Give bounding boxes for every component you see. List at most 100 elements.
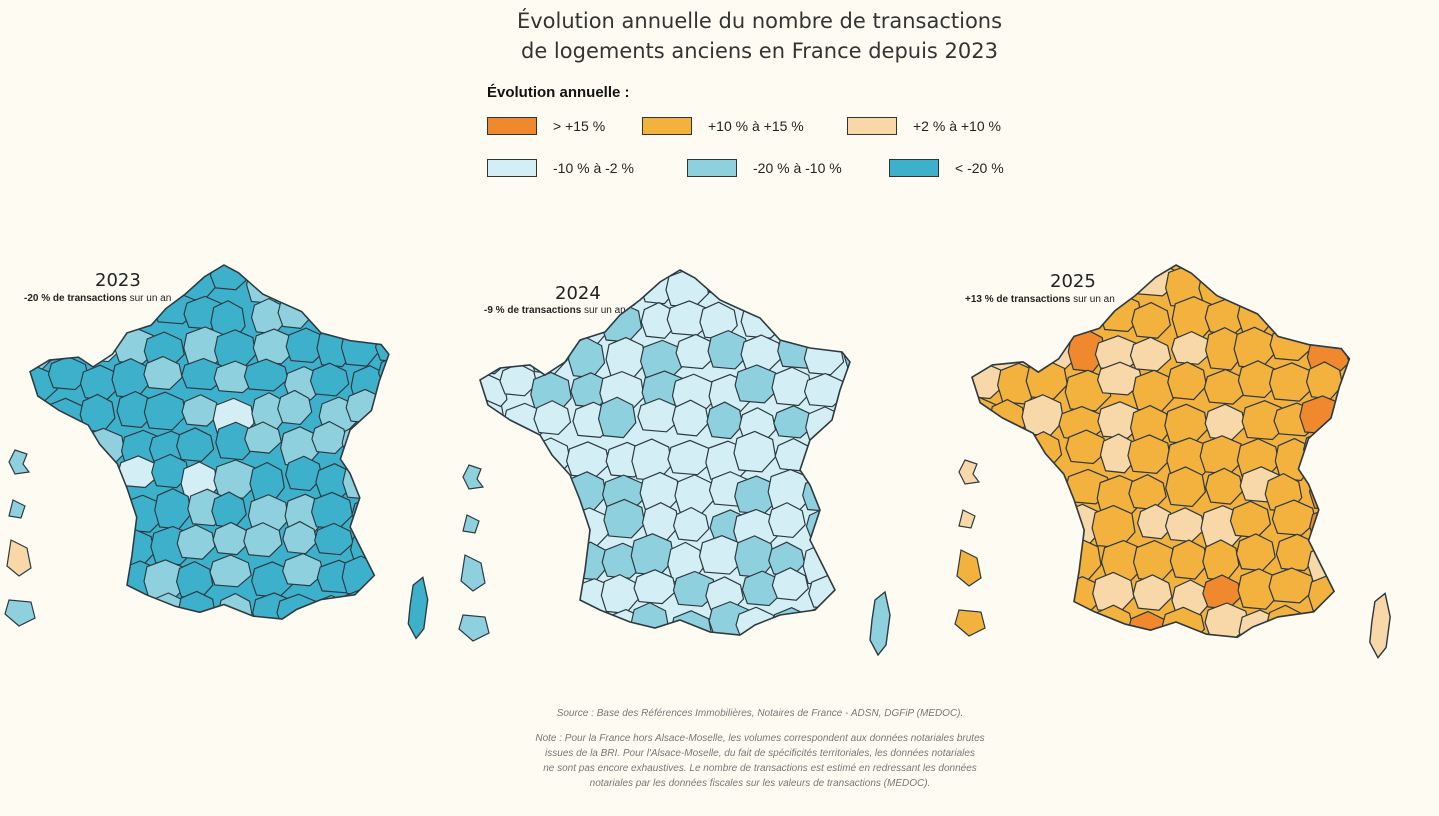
map-2025-change: +13 % de transactions <box>965 294 1071 305</box>
department-cell <box>1129 404 1171 448</box>
department-cell <box>277 389 313 426</box>
department-cell <box>834 503 850 542</box>
department-cell <box>565 441 610 479</box>
department-cell <box>671 399 710 437</box>
title-line-1: Évolution annuelle du nombre de transact… <box>516 9 1003 33</box>
department-cell <box>148 629 189 669</box>
department-cell <box>211 491 247 529</box>
department-cell <box>959 640 999 681</box>
department-cell <box>143 331 185 369</box>
department-cell <box>674 474 715 515</box>
department-cell <box>1164 507 1206 543</box>
department-cell <box>83 490 127 524</box>
department-cell <box>503 302 542 340</box>
department-cell <box>1334 298 1350 338</box>
department-cell <box>605 336 647 380</box>
department-cell <box>343 265 387 306</box>
department-cell <box>176 524 216 560</box>
department-cell <box>740 334 783 372</box>
department-cell <box>1270 301 1317 340</box>
department-cell <box>1128 473 1167 511</box>
department-cell <box>499 433 538 474</box>
corsica <box>1369 592 1391 659</box>
department-cell <box>840 640 876 677</box>
department-cell <box>45 265 86 299</box>
department-cell <box>175 561 214 600</box>
department-cell <box>380 453 389 490</box>
note-line: ne sont pas encore exhaustives. Le nombr… <box>543 763 977 774</box>
department-cell <box>1026 572 1070 608</box>
department-cell <box>606 640 643 682</box>
legend-label: +10 % à +15 % <box>708 118 804 134</box>
legend-label: > +15 % <box>553 118 606 134</box>
corsica <box>869 590 891 657</box>
department-cell <box>1098 643 1136 680</box>
map-2025-year: 2025 <box>1050 271 1096 292</box>
department-cell <box>567 336 606 379</box>
department-cell <box>1233 326 1276 369</box>
department-cell <box>530 371 572 414</box>
mainland-border <box>29 264 390 620</box>
legend-label: +2 % à +10 % <box>913 118 1001 134</box>
department-cell <box>480 272 509 311</box>
department-cell <box>706 401 744 440</box>
department-cell <box>1060 609 1105 638</box>
department-cell <box>30 421 61 458</box>
department-cell <box>45 397 86 438</box>
map-2024-suffix: sur un an <box>584 305 626 316</box>
department-cell <box>774 304 815 342</box>
department-cell <box>1063 291 1102 327</box>
department-cell <box>1334 540 1350 577</box>
note-line: notariales par les données fiscales sur … <box>589 778 931 789</box>
department-cell <box>601 474 646 512</box>
department-cell <box>993 607 1037 638</box>
department-cell <box>1336 646 1376 688</box>
corsica <box>407 576 429 640</box>
department-cell <box>377 299 389 336</box>
department-cell <box>1202 539 1240 582</box>
department-cell <box>633 569 677 605</box>
department-cell <box>676 640 719 675</box>
department-cell <box>1164 403 1209 445</box>
department-cell <box>244 421 282 454</box>
department-cell <box>993 505 1036 542</box>
department-cell <box>280 426 320 468</box>
department-cell <box>998 638 1041 680</box>
department-cell <box>1273 638 1315 675</box>
department-cell <box>1065 429 1108 465</box>
department-cell <box>251 392 287 433</box>
department-cell <box>1344 404 1350 440</box>
department-cell <box>639 339 685 380</box>
department-cell <box>771 567 810 601</box>
department-cell <box>374 328 389 363</box>
overseas-territory <box>458 614 490 642</box>
source-text: Source : Base des Références Immobilière… <box>556 708 964 719</box>
map-2024-subtitle: -9 % de transactions sur un an <box>484 305 626 316</box>
map-2024-year: 2024 <box>555 283 601 304</box>
department-cell <box>55 587 99 620</box>
department-cell <box>707 329 750 370</box>
department-cell <box>480 398 506 440</box>
department-cell <box>110 594 146 620</box>
department-cell <box>638 637 680 675</box>
department-cell <box>344 621 381 654</box>
department-cell <box>1305 361 1344 400</box>
department-cell <box>1231 265 1277 299</box>
department-cell <box>1237 360 1279 399</box>
department-cell <box>672 506 710 542</box>
note-line: issues de la BRI. Pour l'Alsace-Moselle,… <box>545 748 975 759</box>
department-cell <box>250 297 288 335</box>
department-cell <box>1203 368 1248 405</box>
department-cell <box>840 270 850 308</box>
department-cell <box>1342 431 1350 466</box>
overseas-territory <box>956 549 982 587</box>
overseas-territory <box>958 459 981 485</box>
department-cell <box>530 575 570 619</box>
department-cell <box>840 541 850 581</box>
chart-title: Évolution annuelle du nombre de transact… <box>0 6 1439 66</box>
department-cell <box>1309 292 1350 330</box>
mainland-border <box>479 269 851 636</box>
department-cell <box>630 533 675 576</box>
legend-swatch <box>889 159 939 177</box>
legend-swatch <box>847 117 897 135</box>
